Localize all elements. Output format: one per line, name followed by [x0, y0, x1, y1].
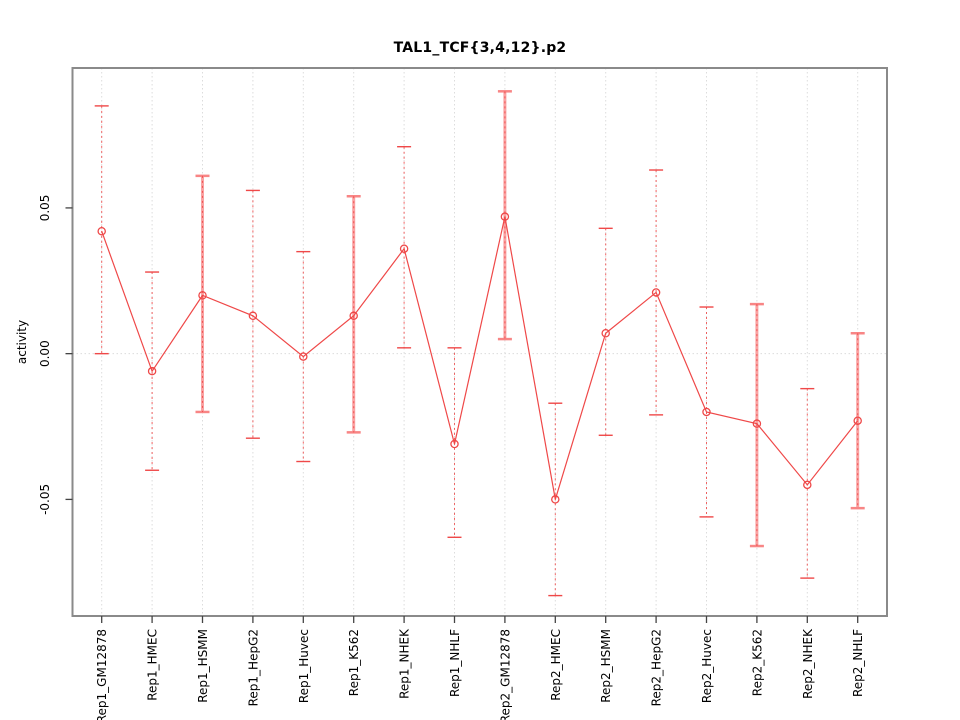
y-tick-label: 0.05 [38, 195, 52, 222]
data-point [803, 480, 812, 490]
category-label: Rep2_HSMM [599, 629, 613, 703]
data-point [147, 366, 157, 376]
category-label: Rep2_NHEK [801, 628, 815, 699]
category-label: Rep1_HepG2 [246, 629, 260, 706]
data-point [601, 329, 610, 338]
data-point [399, 244, 409, 253]
data-point [299, 352, 308, 361]
chart-title: TAL1_TCF{3,4,12}.p2 [393, 40, 567, 56]
category-label: Rep1_HSMM [196, 629, 210, 703]
data-point [500, 212, 510, 221]
y-tick-label: 0.00 [38, 340, 52, 367]
category-label: Rep2_Huvec [700, 629, 714, 703]
category-label: Rep1_K562 [347, 629, 361, 696]
data-point [853, 416, 862, 425]
category-label: Rep1_NHLF [448, 629, 462, 697]
series-line [101, 216, 859, 500]
data-point [752, 419, 762, 428]
data-point [349, 311, 358, 321]
category-label: Rep2_HMEC [549, 629, 563, 701]
data-point [702, 407, 711, 417]
data-point [551, 495, 560, 504]
category-label: Rep1_GM12878 [95, 629, 109, 720]
y-tick-label: -0.05 [38, 484, 52, 515]
category-label: Rep1_NHEK [398, 628, 412, 699]
category-label: Rep1_HMEC [146, 629, 160, 701]
data-point [248, 311, 258, 321]
data-point [450, 439, 459, 449]
category-label: Rep2_HepG2 [650, 629, 664, 706]
category-label: Rep2_K562 [750, 629, 764, 696]
plot-border [71, 67, 888, 617]
data-point [651, 288, 661, 297]
category-label: Rep2_GM12878 [498, 629, 512, 720]
category-label: Rep2_NHLF [851, 629, 865, 697]
category-label: Rep1_Huvec [297, 629, 311, 703]
data-point [97, 226, 106, 236]
data-point [198, 291, 207, 300]
